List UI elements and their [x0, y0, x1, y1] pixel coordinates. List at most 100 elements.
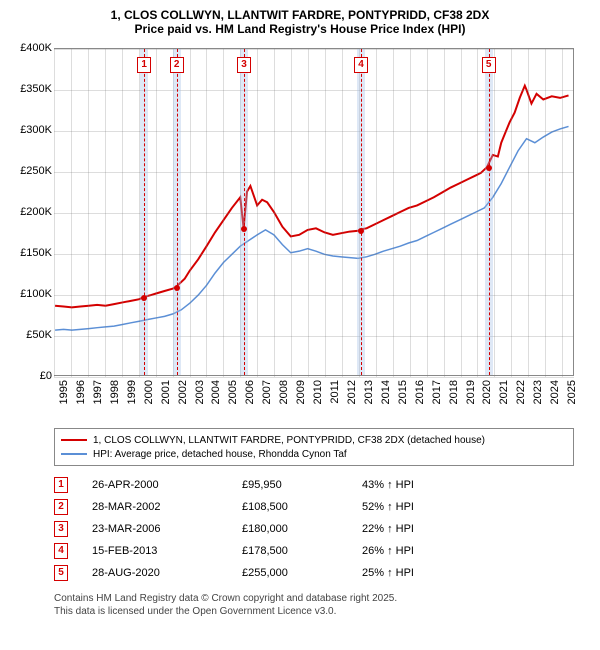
y-tick-label: £250K — [12, 165, 52, 177]
legend-row: 1, CLOS COLLWYN, LLANTWIT FARDRE, PONTYP… — [61, 433, 567, 447]
x-gridline — [511, 49, 512, 377]
x-gridline — [274, 49, 275, 377]
x-gridline — [156, 49, 157, 377]
sale-dot — [174, 285, 180, 291]
marker-box: 1 — [137, 57, 151, 73]
x-gridline — [190, 49, 191, 377]
sales-idx: 2 — [54, 499, 68, 515]
y-tick-label: £50K — [12, 329, 52, 341]
sales-price: £95,950 — [242, 479, 362, 491]
y-gridline — [54, 90, 574, 91]
x-gridline — [223, 49, 224, 377]
y-gridline — [54, 172, 574, 173]
marker-dashline — [361, 49, 362, 375]
x-gridline — [562, 49, 563, 377]
chart-area: 1 2 3 4 5 £0 £50K £100K £150K £200K £250K £300K £35… — [12, 42, 588, 422]
sales-price: £255,000 — [242, 567, 362, 579]
x-gridline — [71, 49, 72, 377]
sales-pct: 43% ↑ HPI — [362, 479, 462, 491]
marker-dashline — [489, 49, 490, 375]
y-tick-label: £350K — [12, 83, 52, 95]
legend-swatch — [61, 439, 87, 441]
legend-label: HPI: Average price, detached house, Rhon… — [93, 449, 347, 460]
y-gridline — [54, 295, 574, 296]
x-gridline — [122, 49, 123, 377]
x-gridline — [325, 49, 326, 377]
sales-idx: 5 — [54, 565, 68, 581]
sales-pct: 22% ↑ HPI — [362, 523, 462, 535]
sales-date: 26-APR-2000 — [92, 479, 242, 491]
sales-row: 4 15-FEB-2013£178,50026% ↑ HPI — [54, 540, 574, 562]
y-tick-label: £100K — [12, 288, 52, 300]
x-gridline — [291, 49, 292, 377]
marker-box: 5 — [482, 57, 496, 73]
sales-row: 5 28-AUG-2020£255,00025% ↑ HPI — [54, 562, 574, 584]
title-subtitle: Price paid vs. HM Land Registry's House … — [12, 22, 588, 36]
sale-dot — [141, 295, 147, 301]
footer-line2: This data is licensed under the Open Gov… — [54, 605, 588, 618]
x-gridline — [88, 49, 89, 377]
marker-box: 4 — [354, 57, 368, 73]
marker-box: 3 — [237, 57, 251, 73]
x-gridline — [393, 49, 394, 377]
sales-date: 28-MAR-2002 — [92, 501, 242, 513]
marker-dashline — [177, 49, 178, 375]
x-tick-label: 2025 — [566, 380, 586, 404]
y-gridline — [54, 377, 574, 378]
x-gridline — [477, 49, 478, 377]
sales-pct: 25% ↑ HPI — [362, 567, 462, 579]
sales-idx: 4 — [54, 543, 68, 559]
sales-date: 15-FEB-2013 — [92, 545, 242, 557]
sales-row: 1 26-APR-2000£95,95043% ↑ HPI — [54, 474, 574, 496]
x-gridline — [545, 49, 546, 377]
legend-swatch — [61, 453, 87, 455]
x-gridline — [105, 49, 106, 377]
sales-price: £108,500 — [242, 501, 362, 513]
sales-row: 2 28-MAR-2002£108,50052% ↑ HPI — [54, 496, 574, 518]
y-gridline — [54, 254, 574, 255]
footer-line1: Contains HM Land Registry data © Crown c… — [54, 592, 588, 605]
legend-label: 1, CLOS COLLWYN, LLANTWIT FARDRE, PONTYP… — [93, 435, 485, 446]
sales-price: £178,500 — [242, 545, 362, 557]
x-gridline — [461, 49, 462, 377]
marker-box: 2 — [170, 57, 184, 73]
y-gridline — [54, 49, 574, 50]
x-gridline — [427, 49, 428, 377]
chart-container: 1, CLOS COLLWYN, LLANTWIT FARDRE, PONTYP… — [0, 0, 600, 626]
y-tick-label: £150K — [12, 247, 52, 259]
y-gridline — [54, 213, 574, 214]
y-tick-label: £300K — [12, 124, 52, 136]
sales-date: 28-AUG-2020 — [92, 567, 242, 579]
x-gridline — [528, 49, 529, 377]
sales-pct: 26% ↑ HPI — [362, 545, 462, 557]
x-gridline — [494, 49, 495, 377]
y-tick-label: £0 — [12, 370, 52, 382]
marker-dashline — [244, 49, 245, 375]
x-gridline — [257, 49, 258, 377]
x-gridline — [342, 49, 343, 377]
sales-row: 3 23-MAR-2006£180,00022% ↑ HPI — [54, 518, 574, 540]
sales-pct: 52% ↑ HPI — [362, 501, 462, 513]
y-gridline — [54, 336, 574, 337]
marker-dashline — [144, 49, 145, 375]
y-tick-label: £400K — [12, 42, 52, 54]
sale-dot — [486, 165, 492, 171]
sale-dot — [241, 226, 247, 232]
y-tick-label: £200K — [12, 206, 52, 218]
plot-area: 1 2 3 4 5 — [54, 48, 574, 376]
sales-price: £180,000 — [242, 523, 362, 535]
x-gridline — [444, 49, 445, 377]
legend: 1, CLOS COLLWYN, LLANTWIT FARDRE, PONTYP… — [54, 428, 574, 466]
x-gridline — [410, 49, 411, 377]
sales-table: 1 26-APR-2000£95,95043% ↑ HPI 2 28-MAR-2002… — [54, 474, 574, 584]
x-gridline — [376, 49, 377, 377]
sales-idx: 1 — [54, 477, 68, 493]
footer: Contains HM Land Registry data © Crown c… — [54, 592, 588, 618]
title-address: 1, CLOS COLLWYN, LLANTWIT FARDRE, PONTYP… — [12, 8, 588, 22]
title-block: 1, CLOS COLLWYN, LLANTWIT FARDRE, PONTYP… — [12, 8, 588, 36]
sales-idx: 3 — [54, 521, 68, 537]
x-gridline — [308, 49, 309, 377]
sales-date: 23-MAR-2006 — [92, 523, 242, 535]
sale-dot — [358, 228, 364, 234]
x-gridline — [206, 49, 207, 377]
